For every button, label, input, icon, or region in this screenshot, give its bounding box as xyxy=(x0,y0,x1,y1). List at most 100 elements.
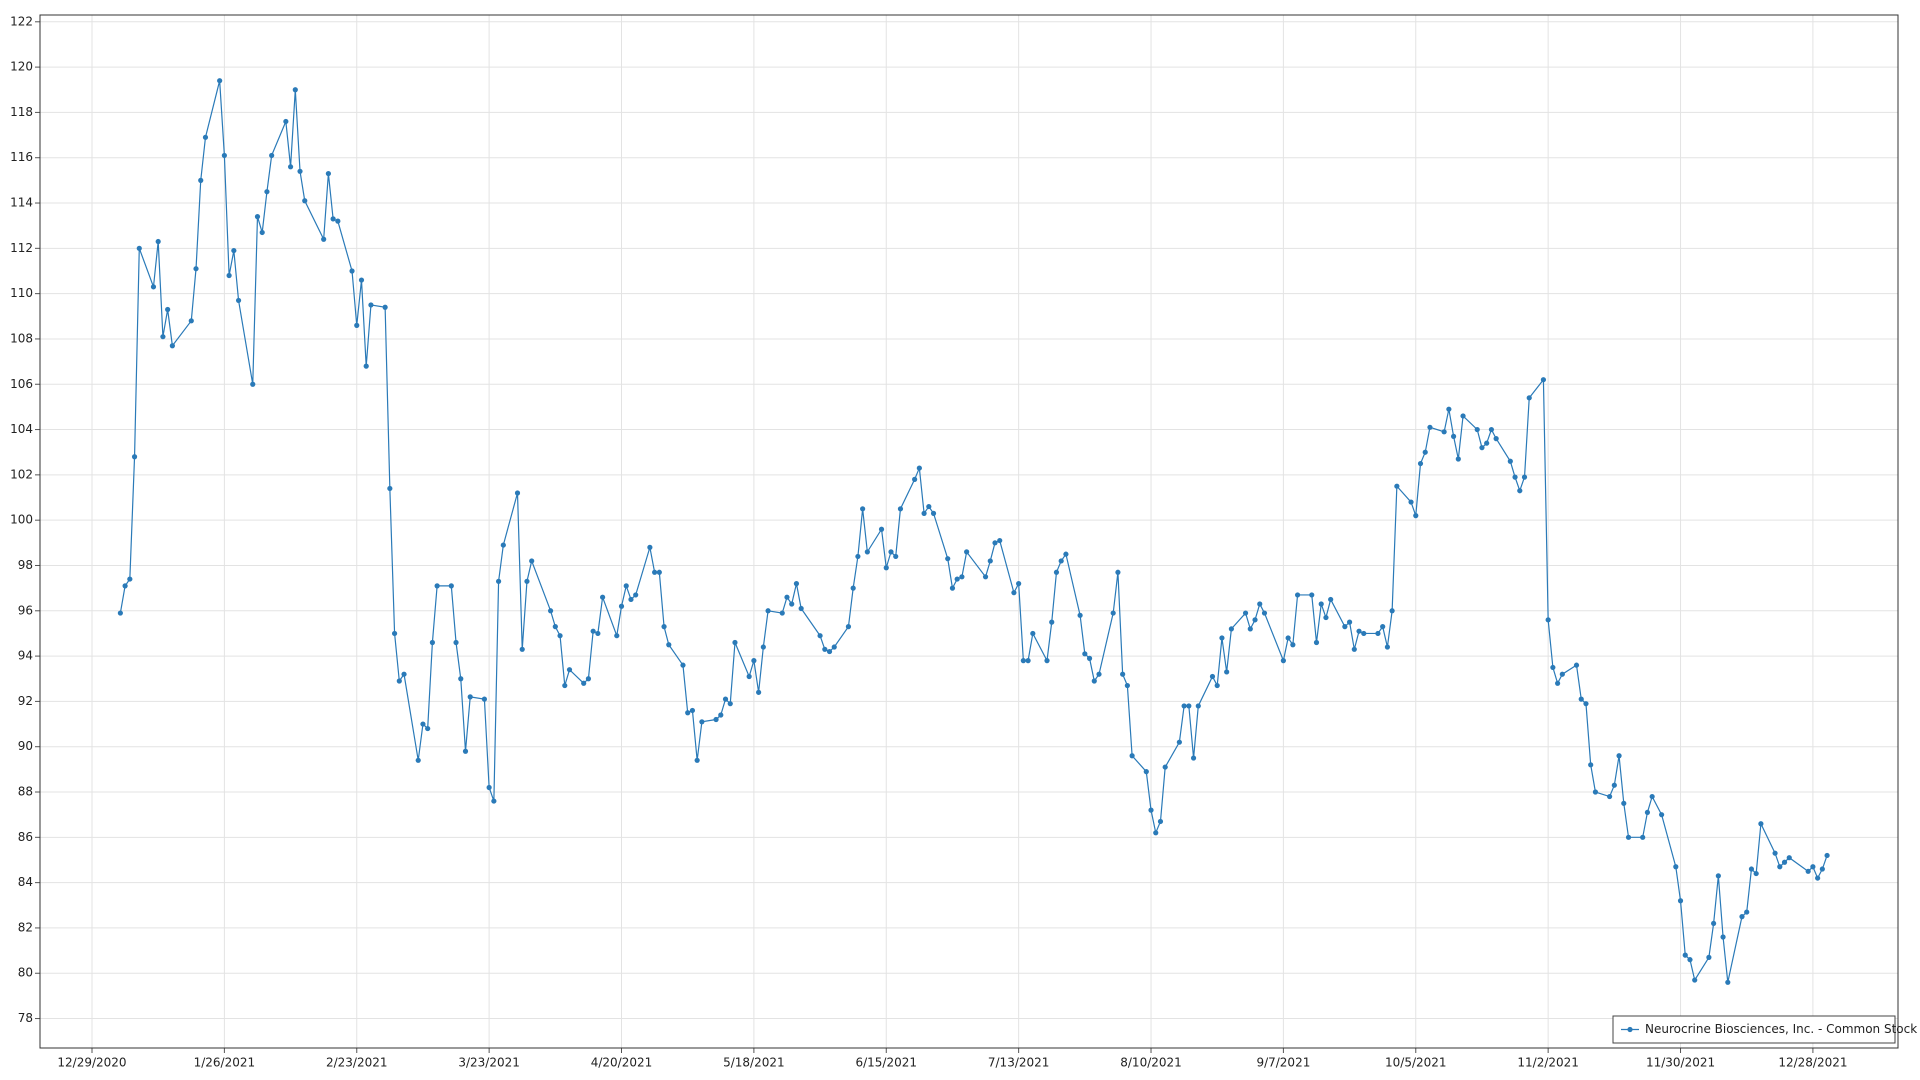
data-point xyxy=(751,658,757,664)
data-point xyxy=(155,238,161,245)
data-point xyxy=(325,170,331,177)
data-point xyxy=(912,476,918,482)
data-point xyxy=(1375,630,1381,637)
data-point xyxy=(1673,864,1679,870)
y-tick-label: 108 xyxy=(10,331,33,345)
data-point xyxy=(888,549,894,555)
data-point xyxy=(817,633,823,639)
data-point xyxy=(1228,626,1234,632)
x-tick-label: 3/23/2021 xyxy=(458,1056,520,1070)
data-point xyxy=(259,229,265,236)
data-point xyxy=(1555,680,1561,686)
y-tick-label: 114 xyxy=(10,196,33,210)
y-tick-label: 112 xyxy=(10,241,33,255)
data-point xyxy=(396,678,402,684)
data-point xyxy=(982,574,989,580)
y-tick-label: 118 xyxy=(10,105,33,119)
data-point xyxy=(1195,703,1201,709)
data-point xyxy=(1512,474,1518,480)
data-point xyxy=(1086,655,1093,661)
data-point xyxy=(462,748,469,754)
data-point xyxy=(590,628,596,634)
data-point xyxy=(1819,866,1825,872)
data-point xyxy=(718,712,724,718)
data-point xyxy=(354,322,360,328)
data-point xyxy=(1389,608,1395,614)
data-point xyxy=(987,558,993,564)
data-point xyxy=(552,624,558,630)
data-point xyxy=(330,216,336,222)
data-point xyxy=(1474,426,1480,433)
data-point xyxy=(198,177,204,183)
legend-box xyxy=(1612,1015,1896,1044)
data-point xyxy=(1777,864,1783,870)
data-point xyxy=(1020,658,1026,664)
data-point xyxy=(1290,642,1296,648)
data-point xyxy=(798,605,804,612)
data-point xyxy=(1748,866,1755,872)
y-tick-label: 84 xyxy=(18,875,33,889)
data-point xyxy=(429,639,436,646)
data-point xyxy=(1356,628,1362,634)
y-tick-label: 104 xyxy=(10,422,33,436)
data-point xyxy=(765,608,771,614)
data-point xyxy=(1583,701,1589,707)
x-tick-label: 4/20/2021 xyxy=(591,1056,653,1070)
data-point xyxy=(1545,617,1551,623)
data-point xyxy=(1644,809,1651,816)
data-point xyxy=(784,594,790,600)
y-tick-label: 106 xyxy=(10,377,33,391)
y-tick-label: 94 xyxy=(18,649,33,663)
data-point xyxy=(1313,639,1320,646)
data-point xyxy=(689,707,696,714)
data-point xyxy=(916,465,922,471)
data-point xyxy=(897,506,904,512)
grid xyxy=(40,15,1898,1048)
data-point xyxy=(1725,979,1731,985)
data-point xyxy=(235,297,242,304)
x-tick-label: 11/30/2021 xyxy=(1646,1056,1715,1070)
data-point xyxy=(1030,630,1036,637)
data-point xyxy=(1540,377,1547,383)
data-point xyxy=(652,569,658,575)
x-tick-label: 12/29/2020 xyxy=(57,1056,126,1070)
data-point xyxy=(1077,612,1083,618)
data-point xyxy=(878,526,885,532)
data-point xyxy=(685,710,691,716)
data-point xyxy=(221,152,227,159)
data-point xyxy=(1096,671,1102,677)
data-point xyxy=(647,544,653,550)
y-tick-label: 88 xyxy=(18,785,33,799)
data-point xyxy=(1285,635,1291,641)
x-tick-label: 5/18/2021 xyxy=(723,1056,785,1070)
data-point xyxy=(127,576,133,582)
data-point xyxy=(193,266,199,272)
data-point xyxy=(1479,445,1485,451)
data-point xyxy=(822,646,828,652)
y-tick-label: 102 xyxy=(10,467,33,481)
y-tick-label: 96 xyxy=(18,603,33,617)
data-point xyxy=(1247,626,1253,632)
data-point xyxy=(1318,601,1324,607)
data-point xyxy=(524,578,530,584)
data-point xyxy=(1417,460,1424,467)
data-point xyxy=(1692,977,1698,983)
data-point xyxy=(883,565,889,571)
data-point xyxy=(254,214,261,220)
data-point xyxy=(391,630,398,637)
x-tick-label: 12/28/2021 xyxy=(1778,1056,1847,1070)
data-point xyxy=(945,556,951,562)
data-point xyxy=(1394,483,1400,489)
data-point xyxy=(458,676,464,682)
data-point xyxy=(1578,696,1584,702)
data-point xyxy=(1346,619,1353,625)
y-tick-label: 82 xyxy=(18,920,33,934)
data-point xyxy=(1446,406,1452,412)
data-point xyxy=(1209,673,1216,680)
data-point xyxy=(1621,800,1627,806)
data-point xyxy=(722,696,729,702)
data-point xyxy=(1588,762,1594,768)
y-tick-label: 98 xyxy=(18,558,33,572)
data-point xyxy=(1162,764,1168,770)
